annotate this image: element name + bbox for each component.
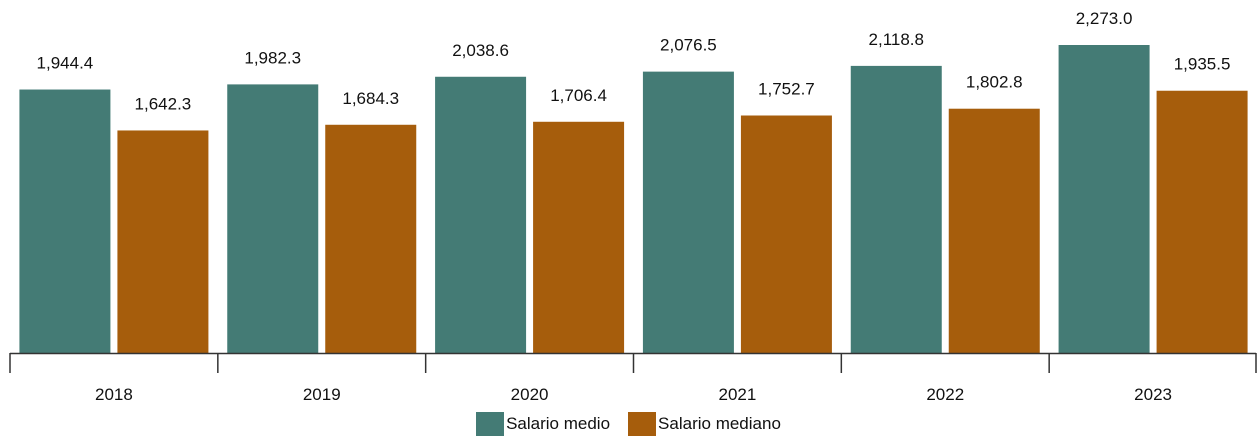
bar-chart: 1,944.4 1,642.3 1,982.3 1,684.3 2,038.6 1,706… — [9, 9, 1257, 404]
data-label-salario-medio-2022: 2,118.8 — [869, 30, 924, 49]
bar-salario-medio-2019 — [227, 84, 319, 354]
legend-label-salario-mediano: Salario mediano — [658, 414, 781, 433]
data-label-salario-medio-2019: 1,982.3 — [244, 48, 301, 67]
data-label-salario-mediano-2020: 1,706.4 — [550, 86, 607, 105]
data-label-salario-medio-2023: 2,273.0 — [1076, 9, 1133, 28]
legend-item-salario-medio: Salario medio — [476, 412, 610, 436]
x-tick-label-2023: 2023 — [1134, 385, 1172, 404]
x-tick-label-2021: 2021 — [719, 385, 757, 404]
data-label-salario-mediano-2021: 1,752.7 — [758, 80, 815, 99]
data-label-salario-mediano-2018: 1,642.3 — [135, 94, 192, 113]
bar-salario-mediano-2021 — [740, 115, 832, 353]
data-label-salario-medio-2018: 1,944.4 — [37, 54, 94, 73]
data-labels-layer: 1,944.4 1,642.3 1,982.3 1,684.3 2,038.6 1,706… — [37, 9, 1231, 113]
bar-salario-mediano-2019 — [325, 124, 417, 353]
x-tick-label-2022: 2022 — [926, 385, 964, 404]
x-tick-label-2018: 2018 — [95, 385, 133, 404]
data-label-salario-mediano-2023: 1,935.5 — [1174, 55, 1231, 74]
x-tick-label-2019: 2019 — [303, 385, 341, 404]
legend: Salario medio Salario mediano — [0, 412, 1257, 436]
data-label-salario-mediano-2022: 1,802.8 — [966, 73, 1023, 92]
data-label-salario-medio-2020: 2,038.6 — [452, 41, 509, 60]
legend-label-salario-medio: Salario medio — [506, 414, 611, 433]
legend-item-salario-mediano: Salario mediano — [628, 412, 781, 436]
data-label-salario-mediano-2019: 1,684.3 — [342, 89, 399, 108]
x-tick-label-2020: 2020 — [511, 385, 549, 404]
data-label-salario-medio-2021: 2,076.5 — [660, 36, 717, 55]
bars-layer — [19, 45, 1248, 354]
bar-salario-mediano-2020 — [533, 121, 625, 353]
bar-salario-medio-2018 — [19, 89, 111, 354]
bar-salario-medio-2020 — [435, 76, 527, 353]
x-axis: 2018 2019 2020 2021 2022 2023 — [9, 352, 1257, 404]
bar-salario-mediano-2018 — [117, 130, 209, 353]
bar-salario-mediano-2022 — [948, 108, 1040, 353]
legend-swatch-salario-mediano — [628, 412, 657, 436]
bar-salario-medio-2022 — [850, 65, 942, 353]
bar-salario-medio-2023 — [1058, 45, 1150, 353]
bar-salario-mediano-2023 — [1156, 90, 1248, 353]
legend-swatch-salario-medio — [476, 412, 505, 436]
bar-salario-medio-2021 — [642, 71, 734, 353]
